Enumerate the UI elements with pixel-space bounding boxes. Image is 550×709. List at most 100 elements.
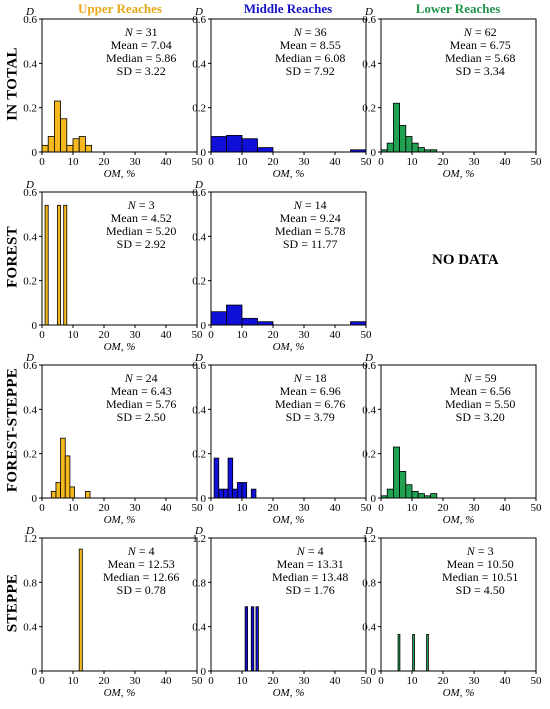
stat-n: N = 31 [124,25,158,39]
y-axis-label: D [194,525,203,537]
x-tick-label: 10 [237,502,249,514]
x-tick-label: 40 [500,156,512,168]
x-axis-label: OM, % [104,341,136,353]
stat-n: N = 62 [463,25,497,39]
x-tick-label: 10 [68,329,80,341]
x-tick-label: 20 [438,675,450,687]
histogram-bar [227,457,234,499]
histogram-bar [44,204,49,326]
y-tick-label: 0.4 [23,231,37,243]
y-tick-label: 1.2 [362,533,376,545]
stat-n: N = 59 [463,371,497,385]
histogram-bar [222,488,229,499]
stat-median: Median = 12.66 [103,570,179,584]
histogram-bar [405,136,413,153]
histogram-bar [405,484,413,499]
x-tick-label: 40 [330,675,342,687]
plot-frame [380,537,537,672]
stat-median: Median = 5.76 [106,397,176,411]
no-data-label: NO DATA [432,252,499,268]
histogram-bar [54,100,62,153]
y-tick-label: 0.2 [23,103,37,115]
y-tick-label: 0.4 [192,231,206,243]
y-tick-label: 0 [32,493,38,505]
y-tick-label: 0.6 [23,14,37,26]
x-tick-label: 30 [130,156,142,168]
stat-sd: SD = 3.34 [456,64,505,78]
y-axis-label: D [194,6,203,18]
y-tick-label: 0.6 [192,360,206,372]
stat-sd: SD = 3.20 [456,410,505,424]
x-tick-label: 30 [130,329,142,341]
stat-mean: Mean = 6.43 [111,384,172,398]
y-tick-label: 0.8 [362,577,376,589]
stat-n: N = 3 [466,544,494,558]
histogram-bar [241,317,258,326]
y-tick-label: 0 [201,147,207,159]
col-title-upper-reaches: Upper Reaches [78,1,162,16]
x-tick-label: 30 [469,502,481,514]
x-tick-label: 40 [161,675,173,687]
x-tick-label: 10 [68,502,80,514]
histogram-bar [417,493,425,499]
x-tick-label: 40 [161,502,173,514]
histogram-bar [232,488,238,499]
x-tick-label: 50 [531,675,543,687]
y-tick-label: 0 [201,493,207,505]
histogram-bar [210,311,227,326]
x-tick-label: 20 [99,502,111,514]
y-tick-label: 0.2 [192,276,206,288]
x-tick-label: 50 [531,156,543,168]
plot-frame [210,364,367,499]
histogram-bar [69,486,75,499]
histogram-bar [241,482,248,499]
stat-mean: Mean = 12.53 [108,557,175,571]
x-tick-label: 50 [361,502,373,514]
y-tick-label: 0 [371,493,377,505]
histogram-bar [47,136,55,153]
histogram-bar [411,490,419,499]
x-tick-label: 0 [39,329,45,341]
stat-sd: SD = 11.77 [283,237,338,251]
stat-sd: SD = 3.22 [117,64,166,78]
y-tick-label: 0.2 [23,276,37,288]
x-tick-label: 10 [407,502,419,514]
x-tick-label: 50 [361,329,373,341]
x-axis-label: OM, % [443,514,475,526]
x-tick-label: 50 [361,675,373,687]
y-tick-label: 0.6 [23,360,37,372]
stat-sd: SD = 2.92 [117,237,166,251]
y-tick-label: 1.2 [23,533,37,545]
histogram-bar [392,102,400,153]
x-axis-label: OM, % [443,168,475,180]
y-tick-label: 0.4 [23,58,37,70]
x-tick-label: 20 [268,156,280,168]
histogram-bar [426,634,429,672]
x-tick-label: 0 [39,675,45,687]
y-axis-label: D [364,6,373,18]
x-tick-label: 10 [68,675,80,687]
histogram-bar [412,634,415,672]
y-tick-label: 0.4 [192,404,206,416]
x-tick-label: 30 [299,675,311,687]
stat-sd: SD = 0.78 [117,583,166,597]
histogram-bar [257,147,274,153]
x-tick-label: 0 [378,156,384,168]
x-axis-label: OM, % [273,687,305,699]
x-tick-label: 20 [438,502,450,514]
x-tick-label: 10 [407,675,419,687]
stat-mean: Mean = 6.56 [450,384,511,398]
stat-median: Median = 5.50 [445,397,515,411]
x-tick-label: 40 [330,156,342,168]
histogram-bar [226,134,243,153]
x-axis-label: OM, % [104,687,136,699]
stat-mean: Mean = 9.24 [280,211,341,225]
x-tick-label: 50 [192,502,204,514]
